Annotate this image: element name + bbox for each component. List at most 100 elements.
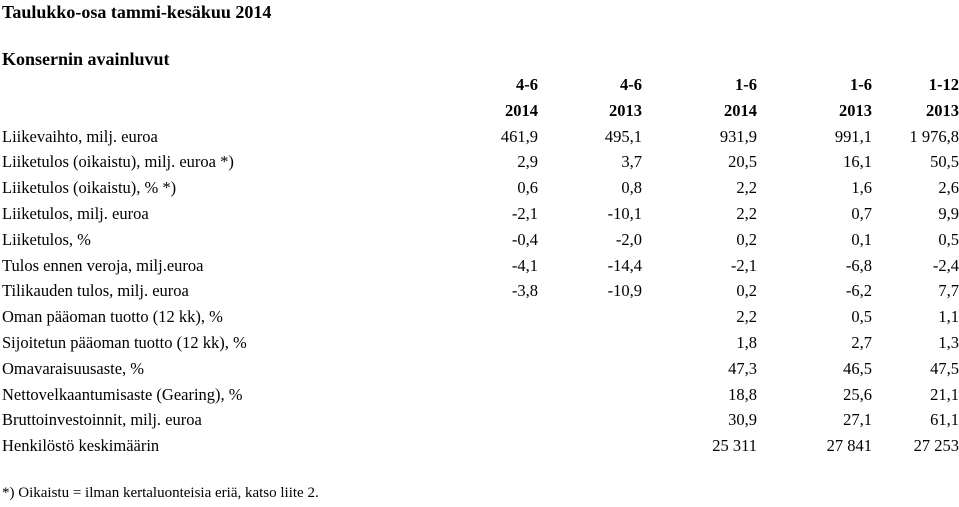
value-cell: 0,1 <box>851 229 872 249</box>
header-period-cell: 1-6 <box>850 75 872 94</box>
value-cell: 0,2 <box>736 229 757 249</box>
row-label: Sijoitetun pääoman tuotto (12 kk), % <box>2 332 247 352</box>
row-label: Liiketulos (oikaistu), milj. euroa *) <box>2 152 234 172</box>
value-cell: 9,9 <box>938 203 959 223</box>
page-title: Taulukko-osa tammi-kesäkuu 2014 <box>2 2 272 22</box>
value-cell: -2,1 <box>511 203 538 223</box>
header-period-cell: 4-6 <box>620 75 642 94</box>
value-cell: 1,6 <box>851 178 872 198</box>
row-label: Tulos ennen veroja, milj.euroa <box>2 255 204 275</box>
value-cell: 27,1 <box>843 410 872 430</box>
value-cell: -2,4 <box>932 255 959 275</box>
value-cell: -6,2 <box>845 281 872 301</box>
value-cell <box>442 407 538 433</box>
table-row: Liiketulos (oikaistu), % *) 0,6 0,8 2,2 1,6 2… <box>0 175 959 201</box>
value-cell: 461,9 <box>500 126 538 146</box>
key-figures-table: 4-6 4-6 1-6 1-6 1-12 2014 2013 2014 2013… <box>0 72 959 459</box>
value-cell <box>538 330 642 356</box>
value-cell: 2,2 <box>736 203 757 223</box>
table-row: Oman pääoman tuotto (12 kk), % 2,2 0,5 1,1 <box>0 304 959 330</box>
value-cell: 0,6 <box>517 178 538 198</box>
value-cell: 18,8 <box>728 384 757 404</box>
value-cell <box>538 382 642 408</box>
table-row: Henkilöstö keskimäärin 25 311 27 841 27 253 <box>0 433 959 459</box>
value-cell: -4,1 <box>511 255 538 275</box>
value-cell: 0,8 <box>621 178 642 198</box>
value-cell: 21,1 <box>930 384 959 404</box>
value-cell: 931,9 <box>719 126 757 146</box>
table-row: Tilikauden tulos, milj. euroa -3,8 -10,9 0,… <box>0 278 959 304</box>
value-cell: 2,7 <box>851 332 872 352</box>
value-cell: 0,5 <box>938 229 959 249</box>
value-cell: -2,1 <box>730 255 757 275</box>
value-cell: -10,9 <box>607 281 642 301</box>
value-cell: 27 841 <box>826 436 872 456</box>
value-cell <box>538 433 642 459</box>
value-cell: 991,1 <box>834 126 872 146</box>
value-cell: 25,6 <box>843 384 872 404</box>
value-cell: -14,4 <box>607 255 642 275</box>
value-cell: 7,7 <box>938 281 959 301</box>
header-year-cell: 2014 <box>724 100 757 120</box>
table-row: Omavaraisuusaste, % 47,3 46,5 47,5 <box>0 356 959 382</box>
value-cell: 46,5 <box>843 358 872 378</box>
value-cell: 30,9 <box>728 410 757 430</box>
value-cell: 2,6 <box>938 178 959 198</box>
value-cell: 47,5 <box>930 358 959 378</box>
value-cell: 1,8 <box>736 332 757 352</box>
value-cell: -0,4 <box>511 229 538 249</box>
row-label: Omavaraisuusaste, % <box>2 358 145 378</box>
row-label: Liiketulos, milj. euroa <box>2 203 149 223</box>
value-cell: 61,1 <box>930 410 959 430</box>
header-period-cell: 4-6 <box>516 75 538 94</box>
table-row: Liiketulos, milj. euroa -2,1 -10,1 2,2 0,7 9,… <box>0 201 959 227</box>
header-period-cell: 1-6 <box>735 75 757 94</box>
value-cell: 27 253 <box>913 436 959 456</box>
value-cell: 47,3 <box>728 358 757 378</box>
value-cell: -3,8 <box>511 281 538 301</box>
table-row: Nettovelkaantumisaste (Gearing), % 18,8 25… <box>0 382 959 408</box>
row-label: Liiketulos (oikaistu), % *) <box>2 178 177 198</box>
value-cell: 16,1 <box>843 152 872 172</box>
value-cell <box>442 433 538 459</box>
value-cell: 0,5 <box>851 307 872 327</box>
value-cell <box>442 304 538 330</box>
header-year-cell: 2013 <box>839 100 872 120</box>
value-cell: 0,7 <box>851 203 872 223</box>
value-cell: 2,2 <box>736 178 757 198</box>
row-label: Liiketulos, % <box>2 229 91 249</box>
table-row: Liiketulos, % -0,4 -2,0 0,2 0,1 0,5 <box>0 227 959 253</box>
value-cell: -2,0 <box>615 229 642 249</box>
value-cell: 0,2 <box>736 281 757 301</box>
header-period-cell: 1-12 <box>928 75 959 94</box>
header-year-cell: 2013 <box>926 100 959 120</box>
value-cell: -6,8 <box>845 255 872 275</box>
row-label: Tilikauden tulos, milj. euroa <box>2 281 189 301</box>
value-cell <box>442 356 538 382</box>
header-year-cell: 2014 <box>505 100 538 120</box>
row-label: Bruttoinvestoinnit, milj. euroa <box>2 410 202 430</box>
header-row-year: 2014 2013 2014 2013 2013 <box>0 98 959 124</box>
value-cell: -10,1 <box>607 203 642 223</box>
value-cell: 20,5 <box>728 152 757 172</box>
value-cell: 2,2 <box>736 307 757 327</box>
value-cell: 495,1 <box>604 126 642 146</box>
header-label-cell <box>0 72 442 98</box>
value-cell: 50,5 <box>930 152 959 172</box>
value-cell: 2,9 <box>517 152 538 172</box>
value-cell: 1,3 <box>938 332 959 352</box>
table-row: Sijoitetun pääoman tuotto (12 kk), % 1,8 2… <box>0 330 959 356</box>
section-title: Konsernin avainluvut <box>2 49 170 69</box>
value-cell <box>538 356 642 382</box>
table-row: Tulos ennen veroja, milj.euroa -4,1 -14,4 -… <box>0 253 959 279</box>
value-cell: 25 311 <box>712 436 757 456</box>
row-label: Nettovelkaantumisaste (Gearing), % <box>2 384 243 404</box>
header-row-period: 4-6 4-6 1-6 1-6 1-12 <box>0 72 959 98</box>
table-row: Bruttoinvestoinnit, milj. euroa 30,9 27,1 6… <box>0 407 959 433</box>
value-cell <box>538 304 642 330</box>
value-cell: 1,1 <box>938 307 959 327</box>
footnote: *) Oikaistu = ilman kertaluonteisia eriä… <box>2 485 319 501</box>
row-label: Henkilöstö keskimäärin <box>2 436 160 456</box>
header-label-cell <box>0 98 442 124</box>
value-cell: 1 976,8 <box>909 126 959 146</box>
